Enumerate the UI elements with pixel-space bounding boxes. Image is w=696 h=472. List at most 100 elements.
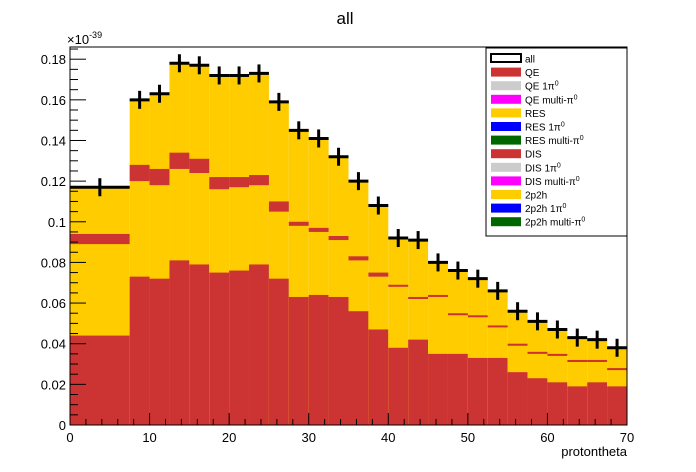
legend-swatch-2 xyxy=(491,81,521,91)
dis-marker-18 xyxy=(467,315,488,318)
legend-label-10: 2p2h xyxy=(525,191,547,202)
dis-marker-5 xyxy=(209,177,230,190)
bar-qe-6 xyxy=(229,270,250,425)
data-point-24 xyxy=(587,330,608,349)
bar-qe-16 xyxy=(428,353,448,425)
x-tick-label-3: 30 xyxy=(301,430,315,445)
bar-qe-18 xyxy=(467,357,488,425)
legend-entry-6: RES multi-π0 xyxy=(491,135,584,147)
bar-qe-24 xyxy=(587,382,608,425)
y-tick-label-8: 0.16 xyxy=(41,93,66,108)
legend-entry-0: all xyxy=(490,53,535,66)
data-point-5 xyxy=(209,66,230,85)
dis-marker-16 xyxy=(428,294,448,297)
legend-label-6: RES multi-π0 xyxy=(525,135,584,147)
y-tick-label-0: 0 xyxy=(59,418,66,433)
legend-label-1: QE xyxy=(525,68,540,79)
bar-qe-13 xyxy=(368,329,389,425)
dis-component-markers xyxy=(70,152,627,371)
y-axis-exponent: ×10-39 xyxy=(67,30,102,47)
x-tick-label-2: 20 xyxy=(222,430,236,445)
data-point-4 xyxy=(189,56,210,75)
dis-marker-24 xyxy=(587,359,608,362)
dis-marker-19 xyxy=(487,325,508,328)
dis-marker-0 xyxy=(70,233,130,245)
dis-marker-17 xyxy=(447,313,468,316)
dis-marker-4 xyxy=(189,158,210,173)
legend-entry-7: DIS xyxy=(491,149,542,161)
legend-entry-12: 2p2h multi-π0 xyxy=(491,217,585,229)
bar-qe-11 xyxy=(328,296,349,425)
legend-entry-4: RES xyxy=(491,108,546,120)
y-exponent-power: -39 xyxy=(89,30,102,40)
legend-label-8: DIS 1π0 xyxy=(525,162,561,174)
data-point-7 xyxy=(249,64,269,83)
legend-swatch-8 xyxy=(491,162,521,172)
x-tick-label-4: 40 xyxy=(381,430,395,445)
y-tick-label-2: 0.04 xyxy=(41,337,66,352)
legend-swatch-6 xyxy=(491,135,521,145)
bar-qe-7 xyxy=(249,264,269,425)
y-tick-label-6: 0.12 xyxy=(41,174,66,189)
legend-entry-1: QE xyxy=(491,67,540,79)
data-point-6 xyxy=(229,66,250,85)
legend-swatch-4 xyxy=(491,108,521,118)
legend-label-4: RES xyxy=(525,109,546,120)
y-tick-label-5: 0.1 xyxy=(48,215,66,230)
legend-label-5: RES 1π0 xyxy=(525,122,565,134)
data-point-8 xyxy=(268,92,289,111)
data-point-20 xyxy=(507,302,528,321)
y-tick-label-9: 0.18 xyxy=(41,52,66,67)
bar-qe-12 xyxy=(348,311,369,425)
bar-qe-5 xyxy=(209,272,230,425)
bar-qe-0 xyxy=(70,335,130,425)
x-tick-label-0: 0 xyxy=(66,430,73,445)
legend-swatch-12 xyxy=(491,217,521,227)
bar-qe-25 xyxy=(607,386,627,425)
bar-qe-1 xyxy=(129,276,150,425)
x-tick-label-6: 60 xyxy=(540,430,554,445)
dis-marker-2 xyxy=(149,168,170,186)
legend-entry-10: 2p2h xyxy=(491,190,547,202)
data-point-1 xyxy=(129,90,150,109)
legend-swatch-0 xyxy=(490,53,522,63)
dis-marker-10 xyxy=(308,227,329,232)
dis-marker-7 xyxy=(249,175,269,186)
dis-marker-9 xyxy=(288,221,309,226)
dis-marker-23 xyxy=(567,359,588,362)
data-point-2 xyxy=(149,84,170,103)
legend-entry-5: RES 1π0 xyxy=(491,122,565,134)
data-point-21 xyxy=(527,312,548,331)
legend-swatch-1 xyxy=(491,67,521,77)
x-tick-label-1: 10 xyxy=(142,430,156,445)
y-tick-label-1: 0.02 xyxy=(41,377,66,392)
bar-qe-22 xyxy=(547,382,568,425)
bar-qe-8 xyxy=(268,278,289,425)
dis-marker-12 xyxy=(348,256,369,261)
dis-marker-8 xyxy=(268,201,289,212)
data-points xyxy=(70,54,627,357)
legend-swatch-9 xyxy=(491,176,521,186)
stack-bars xyxy=(70,63,627,426)
data-point-9 xyxy=(288,121,309,140)
data-point-12 xyxy=(348,172,369,191)
data-point-11 xyxy=(328,147,349,166)
chart-title: all xyxy=(336,9,353,28)
data-point-3 xyxy=(169,54,190,73)
x-axis: 0 10 20 30 40 50 60 70 xyxy=(66,413,634,445)
bar-qe-15 xyxy=(408,339,429,425)
y-axis: 0 0.02 0.04 0.06 0.08 0.1 0.12 0.14 0.16 0.18 xyxy=(41,48,86,433)
dis-marker-20 xyxy=(507,343,528,346)
data-point-22 xyxy=(547,320,568,339)
legend-label-0: all xyxy=(525,55,535,66)
bar-qe-14 xyxy=(388,347,409,425)
legend-swatch-10 xyxy=(491,190,521,199)
legend-swatch-5 xyxy=(491,122,521,131)
legend-swatch-7 xyxy=(491,149,521,159)
data-point-14 xyxy=(388,229,409,248)
dis-marker-1 xyxy=(129,164,150,182)
data-point-19 xyxy=(487,281,508,300)
legend-label-2: QE 1π0 xyxy=(525,81,559,93)
data-point-10 xyxy=(308,129,329,148)
